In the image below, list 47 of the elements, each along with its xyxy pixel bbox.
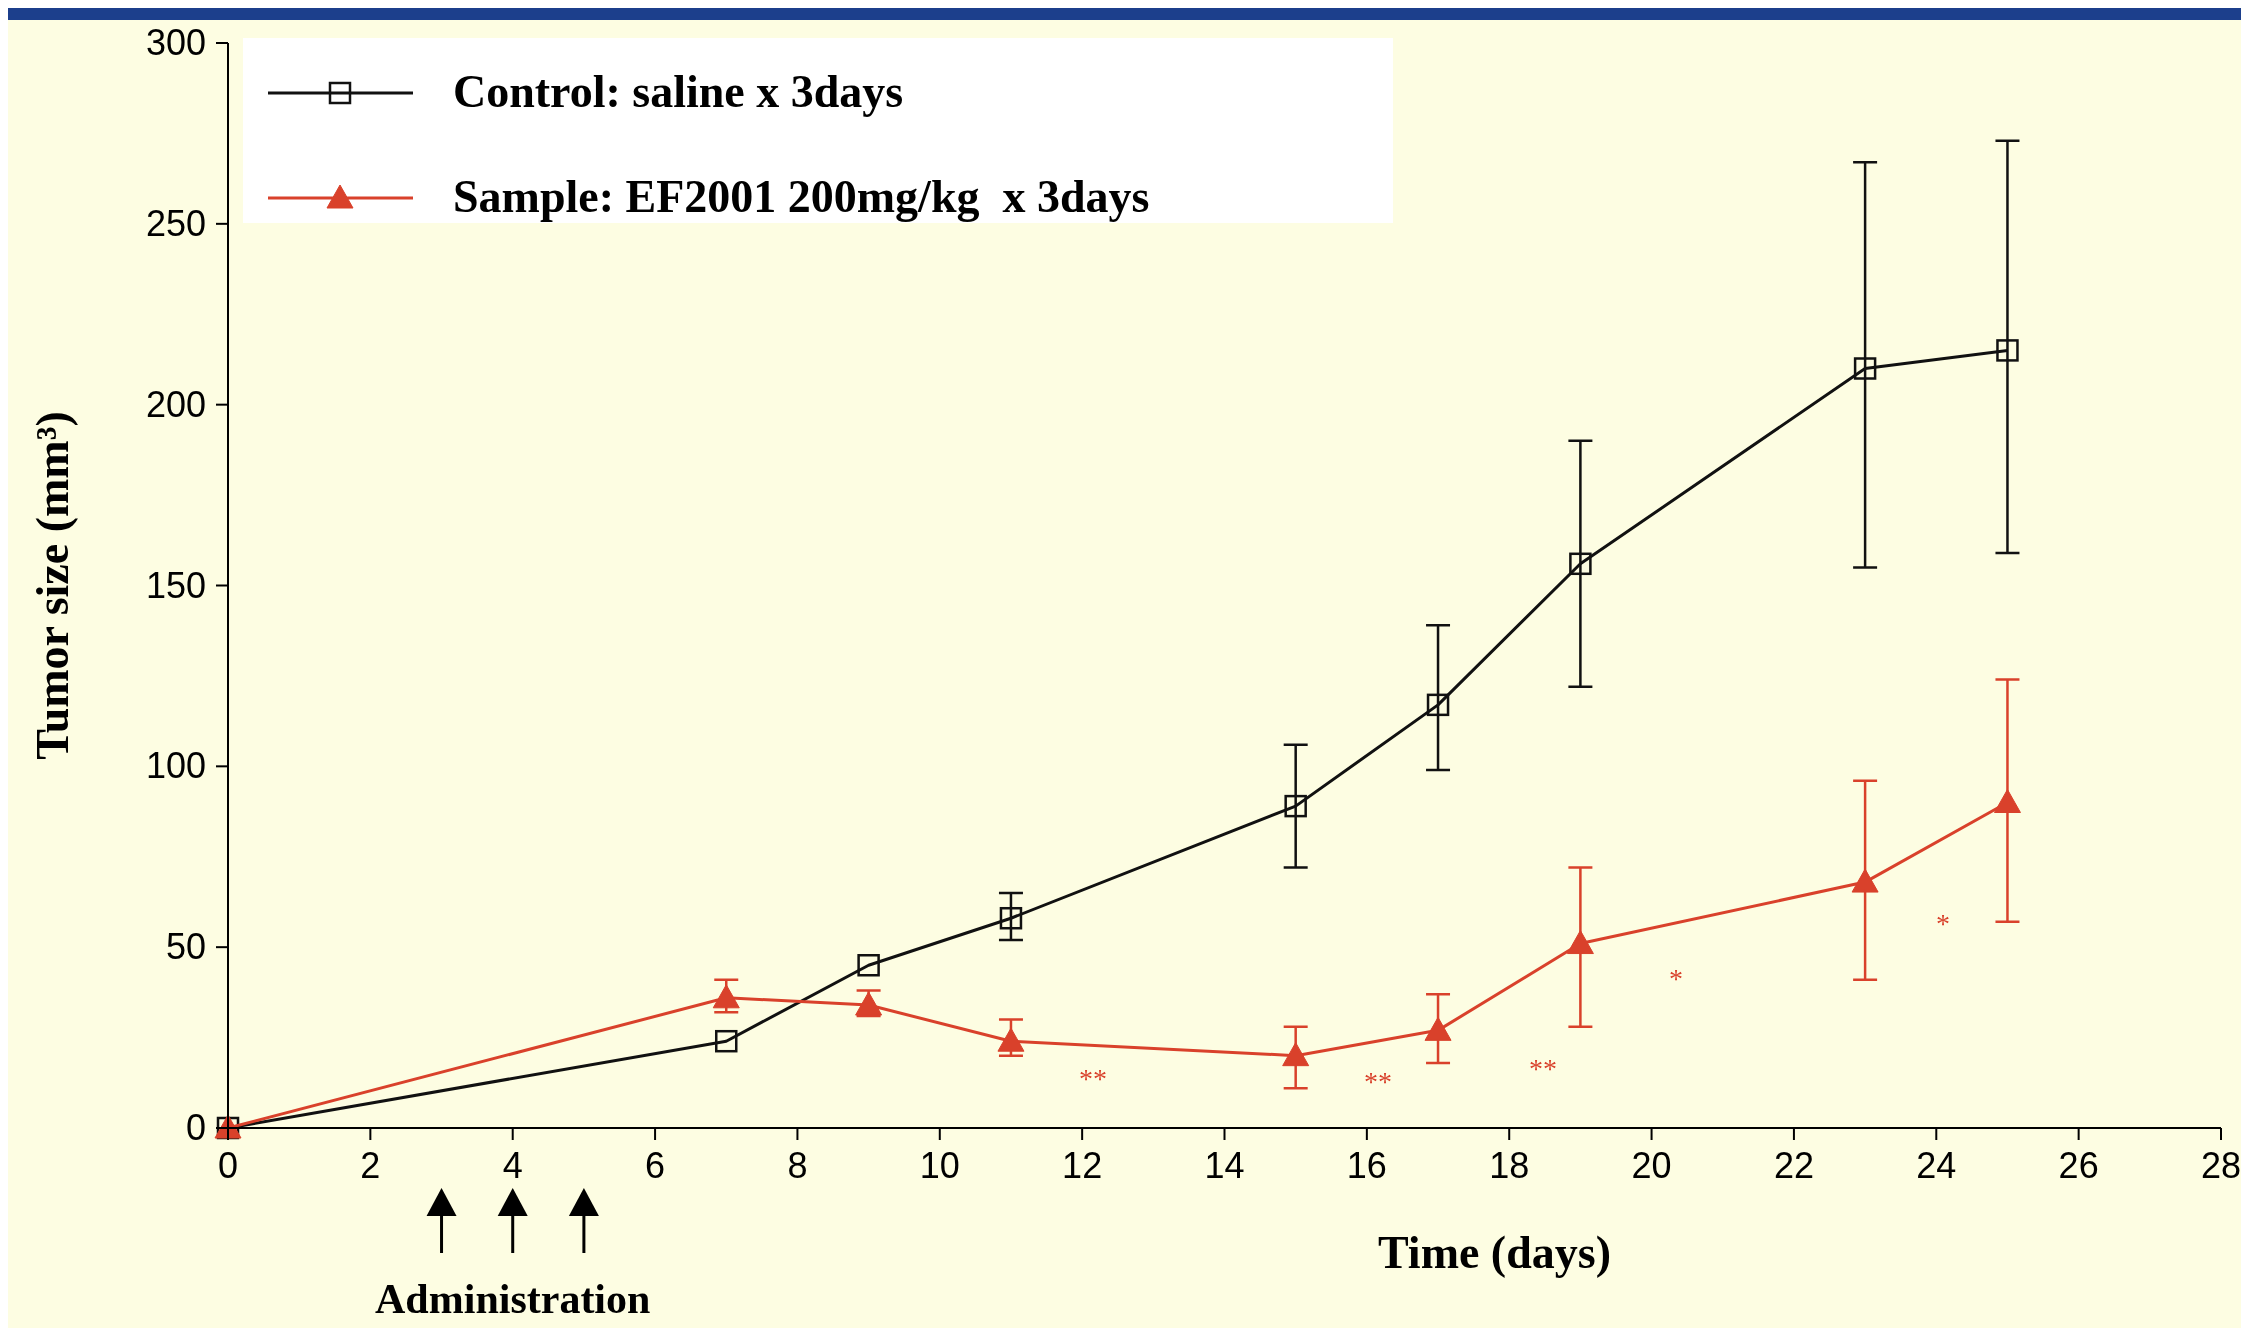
x-tick-label: 0 <box>217 1145 239 1186</box>
x-tick-label: 16 <box>1346 1145 1387 1186</box>
point <box>1569 552 1592 576</box>
y-tick-label: 50 <box>165 926 206 968</box>
text: Administration <box>375 1276 651 1322</box>
annotation: ** <box>1079 1063 1107 1094</box>
x-tick-label: 12 <box>1062 1145 1103 1186</box>
x-tick-label: 2 <box>360 1145 381 1186</box>
x-tick-label: 4 <box>502 1145 523 1186</box>
x-tick-label: 8 <box>787 1145 808 1186</box>
y-tick-label: 0 <box>185 1107 206 1148</box>
point <box>1566 930 1594 955</box>
x-axis-title: Time (days) <box>1378 1227 1611 1278</box>
legend-label: Sample: EF2001 200mg/kg x 3days <box>453 171 1150 222</box>
x-tick-label: 18 <box>1489 1145 1530 1186</box>
y-tick-label: 300 <box>145 22 206 63</box>
point <box>999 906 1023 930</box>
x-tick-label: 28 <box>2200 1145 2242 1186</box>
point <box>997 1027 1025 1052</box>
point <box>1993 789 2021 813</box>
annotation: * <box>1936 908 1950 939</box>
x-tick-label: 22 <box>1773 1145 1814 1186</box>
point <box>857 954 880 977</box>
point <box>1424 1016 1452 1041</box>
point <box>1426 693 1450 717</box>
point <box>1853 357 1877 380</box>
x-tick-label: 6 <box>645 1145 666 1186</box>
annotation: * <box>1669 963 1683 994</box>
point <box>1284 794 1307 818</box>
y-axis-title: Tumor size (mm³) <box>27 411 78 760</box>
x-tick-label: 26 <box>2058 1145 2099 1186</box>
annotation: ** <box>1364 1066 1392 1097</box>
x-tick-label: 20 <box>1631 1145 1672 1186</box>
point <box>1996 339 2019 362</box>
point <box>1282 1042 1310 1067</box>
y-tick-label: 200 <box>145 383 206 425</box>
x-tick-label: 14 <box>1204 1145 1245 1186</box>
point <box>712 984 740 1009</box>
x-tick-label: 10 <box>919 1145 960 1186</box>
y-tick-label: 100 <box>145 745 206 787</box>
point <box>1851 868 1879 893</box>
annotation: ** <box>1529 1053 1557 1084</box>
y-tick-label: 250 <box>145 202 206 244</box>
point <box>715 1029 738 1053</box>
y-tick-label: 150 <box>145 564 206 606</box>
x-tick-label: 24 <box>1916 1145 1957 1186</box>
legend-label: Control: saline x 3days <box>453 66 904 117</box>
